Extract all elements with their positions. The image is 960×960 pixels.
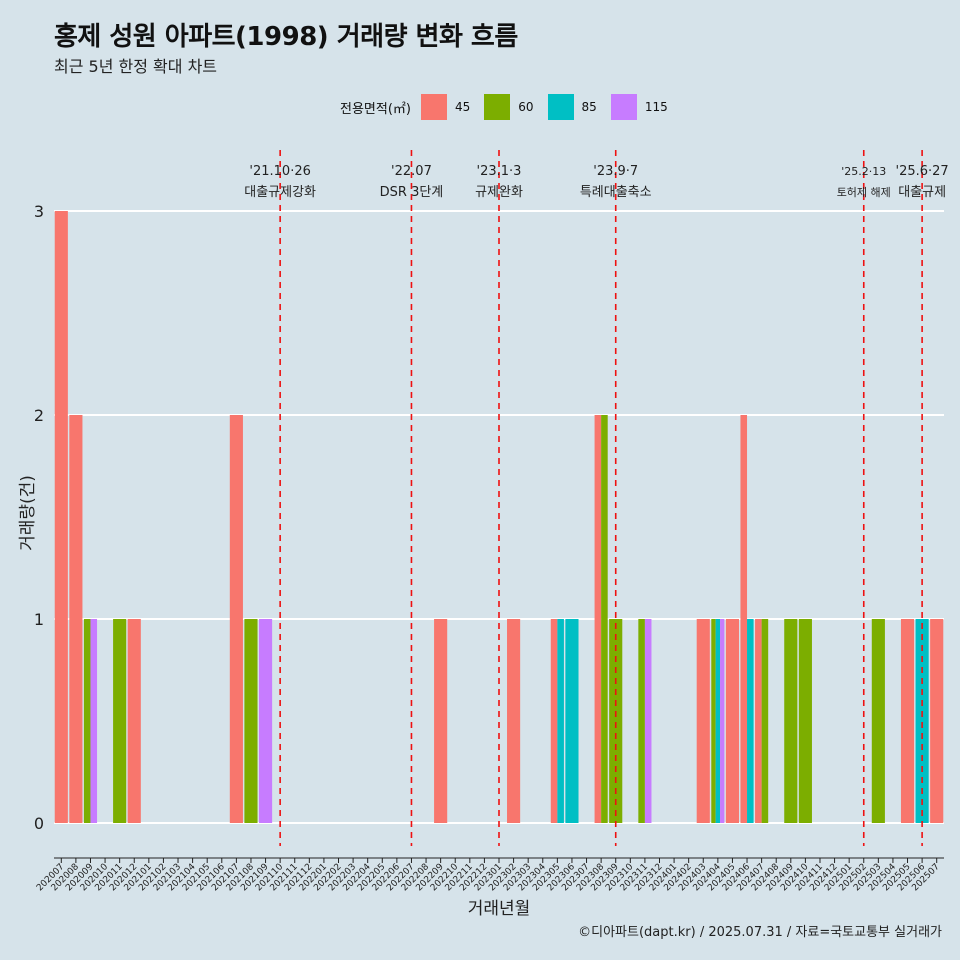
bar-202107-45 bbox=[229, 415, 243, 823]
bar-202507-45 bbox=[930, 619, 944, 823]
y-axis-label: 거래량(건) bbox=[18, 475, 38, 551]
legend-swatch-85 bbox=[547, 94, 574, 120]
event-label-2: 규제완화 bbox=[475, 185, 523, 200]
chart-subtitle: 최근 5년 한정 확대 차트 bbox=[54, 57, 218, 76]
y-tick-label: 2 bbox=[34, 406, 44, 425]
chart-title: 홍제 성원 아파트(1998) 거래량 변화 흐름 bbox=[54, 22, 518, 52]
event-date-4: '25.2·13 bbox=[841, 165, 886, 178]
y-tick-label: 3 bbox=[34, 202, 44, 221]
bar-202012-45 bbox=[127, 619, 141, 823]
bar-202108-60 bbox=[244, 619, 258, 823]
legend-item-85: 85 bbox=[547, 94, 603, 120]
bar-202506-85 bbox=[915, 619, 929, 823]
bar-202009-60 bbox=[83, 619, 91, 823]
event-date-5: '25.6·27 bbox=[896, 164, 949, 179]
x-axis-label: 거래년월 bbox=[468, 899, 531, 919]
bar-202009-115 bbox=[90, 619, 98, 823]
legend-label-115: 115 bbox=[644, 100, 668, 114]
bar-202302-45 bbox=[507, 619, 521, 823]
legend-swatch-45 bbox=[420, 94, 447, 120]
bar-202503-60 bbox=[871, 619, 885, 823]
source-caption: ©디아파트(dapt.kr) / 2025.07.31 / 자료=국토교통부 실… bbox=[578, 925, 942, 940]
bar-202406-45 bbox=[740, 415, 748, 823]
bar-202404-115 bbox=[720, 619, 725, 823]
event-date-2: '23.1·3 bbox=[477, 164, 522, 179]
bar-202406-85 bbox=[747, 619, 754, 823]
bar-202007-45 bbox=[54, 211, 68, 823]
bar-202306-85 bbox=[565, 619, 579, 823]
event-label-4: 토허제 해제 bbox=[837, 185, 891, 199]
event-date-3: '23.9·7 bbox=[593, 164, 638, 179]
y-tick-label: 1 bbox=[34, 610, 44, 629]
event-label-5: 대출규제 bbox=[898, 185, 946, 200]
bar-202209-45 bbox=[434, 619, 448, 823]
bar-202308-60 bbox=[601, 415, 608, 823]
bar-202407-45 bbox=[755, 619, 762, 823]
legend: 전용면적(㎡) 45 60 85 115 bbox=[340, 94, 682, 120]
legend-label-60: 60 bbox=[518, 100, 534, 114]
bar-202109-115 bbox=[258, 619, 273, 823]
bar-202404-85 bbox=[715, 619, 721, 823]
y-tick-label: 0 bbox=[34, 814, 44, 833]
bar-202404-60 bbox=[711, 619, 716, 823]
legend-item-115: 115 bbox=[610, 94, 674, 120]
bar-202311-60 bbox=[638, 619, 645, 823]
bar-202405-45 bbox=[725, 619, 740, 823]
bar-202305-85 bbox=[557, 619, 564, 823]
event-date-1: '22.07 bbox=[391, 164, 432, 179]
legend-item-45: 45 bbox=[420, 94, 476, 120]
bar-202407-60 bbox=[761, 619, 769, 823]
legend-swatch-115 bbox=[610, 94, 637, 120]
legend-swatch-60 bbox=[484, 94, 511, 120]
event-label-3: 특례대출축소 bbox=[580, 185, 652, 200]
event-label-1: DSR 3단계 bbox=[380, 185, 444, 200]
event-date-0: '21.10·26 bbox=[249, 164, 310, 179]
legend-item-60: 60 bbox=[484, 94, 539, 120]
bar-202410-60 bbox=[798, 619, 812, 823]
bar-202011-60 bbox=[113, 619, 127, 823]
legend-label-85: 85 bbox=[581, 100, 597, 114]
bar-202311-115 bbox=[644, 619, 652, 823]
legend-title: 전용면적(㎡) bbox=[340, 101, 411, 117]
event-label-0: 대출규제강화 bbox=[244, 185, 316, 200]
bar-202505-45 bbox=[900, 619, 915, 823]
bar-202409-60 bbox=[784, 619, 798, 823]
bar-202309-60 bbox=[609, 619, 623, 823]
bar-202308-45 bbox=[594, 415, 602, 823]
legend-label-45: 45 bbox=[454, 100, 471, 114]
bar-202008-45 bbox=[69, 415, 83, 823]
bar-202305-45 bbox=[550, 619, 558, 823]
bar-202403-45 bbox=[696, 619, 710, 823]
